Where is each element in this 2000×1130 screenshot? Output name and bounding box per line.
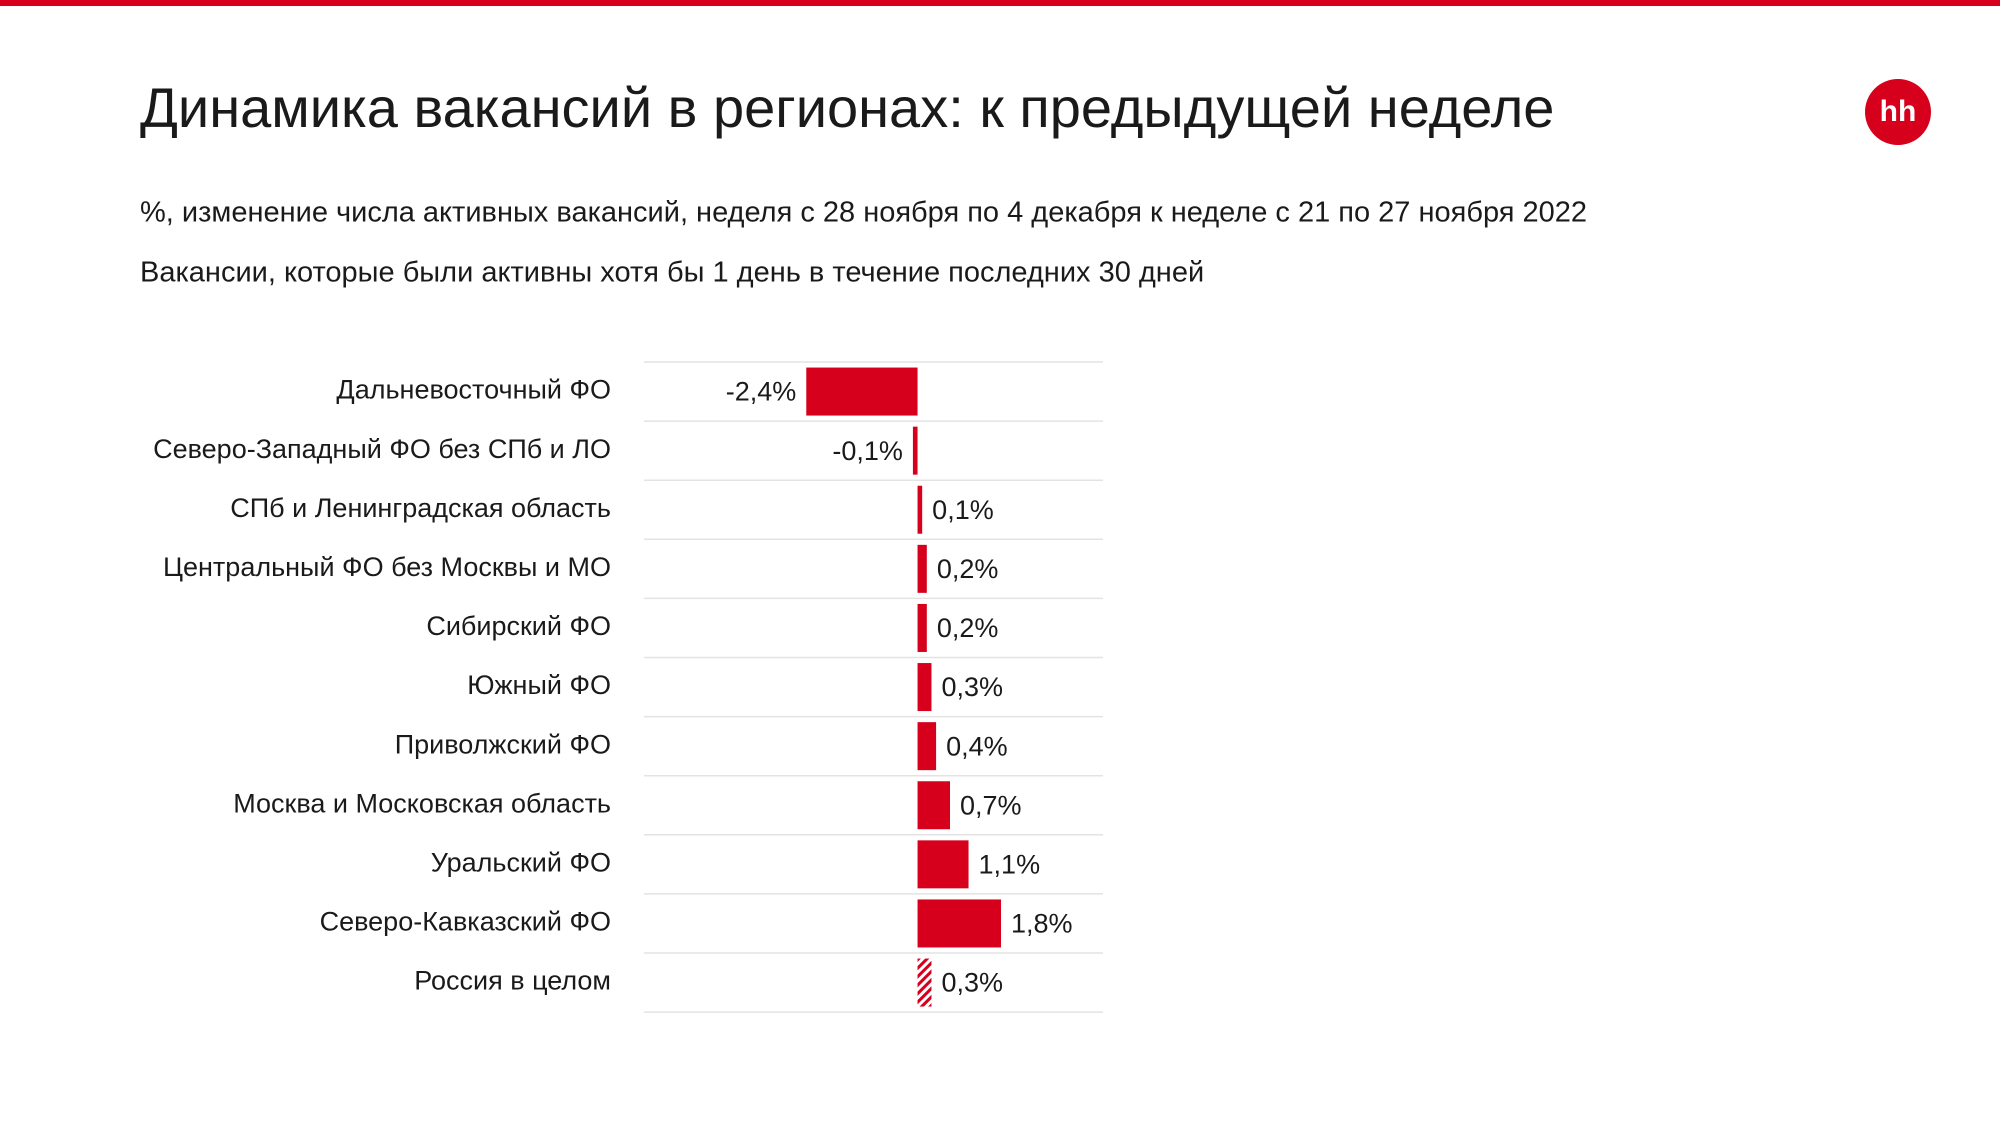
value-label: 0,2%: [937, 554, 999, 584]
top-stripe: [0, 0, 2000, 6]
category-label: Южный ФО: [467, 670, 611, 700]
note: Вакансии, которые были активны хотя бы 1…: [140, 257, 1204, 289]
chart-title: Динамика вакансий в регионах: к предыдущ…: [140, 76, 1554, 139]
bar: [917, 899, 1001, 948]
logo: hh: [1880, 95, 1917, 128]
subtitle: %, изменение числа активных вакансий, не…: [140, 197, 1587, 229]
value-label: 1,8%: [1011, 909, 1073, 939]
category-label: Северо-Кавказский ФО: [320, 907, 611, 937]
logo-circle: [1865, 79, 1931, 145]
category-label: Сибирский ФО: [426, 611, 611, 641]
bar: [917, 544, 927, 593]
bar: [917, 722, 937, 771]
category-label: Россия в целом: [414, 966, 611, 996]
bar: [917, 485, 923, 534]
bar: [917, 603, 927, 652]
value-label: 0,1%: [932, 495, 994, 525]
category-label: СПб и Ленинградская область: [230, 493, 611, 523]
category-label: Уральский ФО: [431, 847, 611, 877]
value-label: 0,7%: [960, 790, 1022, 820]
bar: [917, 958, 932, 1007]
category-label: Центральный ФО без Москвы и МО: [163, 552, 611, 582]
category-label: Москва и Московская область: [233, 788, 611, 818]
value-label: 0,3%: [941, 968, 1003, 998]
bar: [912, 426, 918, 475]
category-label: Северо-Западный ФО без СПб и ЛО: [153, 434, 611, 464]
category-label: Приволжский ФО: [395, 729, 611, 759]
category-label: Дальневосточный ФО: [336, 375, 611, 405]
bar: [806, 367, 918, 416]
bar: [917, 840, 969, 889]
value-label: 0,4%: [946, 731, 1008, 761]
bar: [917, 663, 932, 712]
bar: [917, 781, 950, 830]
value-label: 1,1%: [979, 849, 1041, 879]
value-label: -2,4%: [726, 377, 797, 407]
value-label: 0,2%: [937, 613, 999, 643]
value-label: 0,3%: [941, 672, 1003, 702]
value-label: -0,1%: [832, 436, 903, 466]
